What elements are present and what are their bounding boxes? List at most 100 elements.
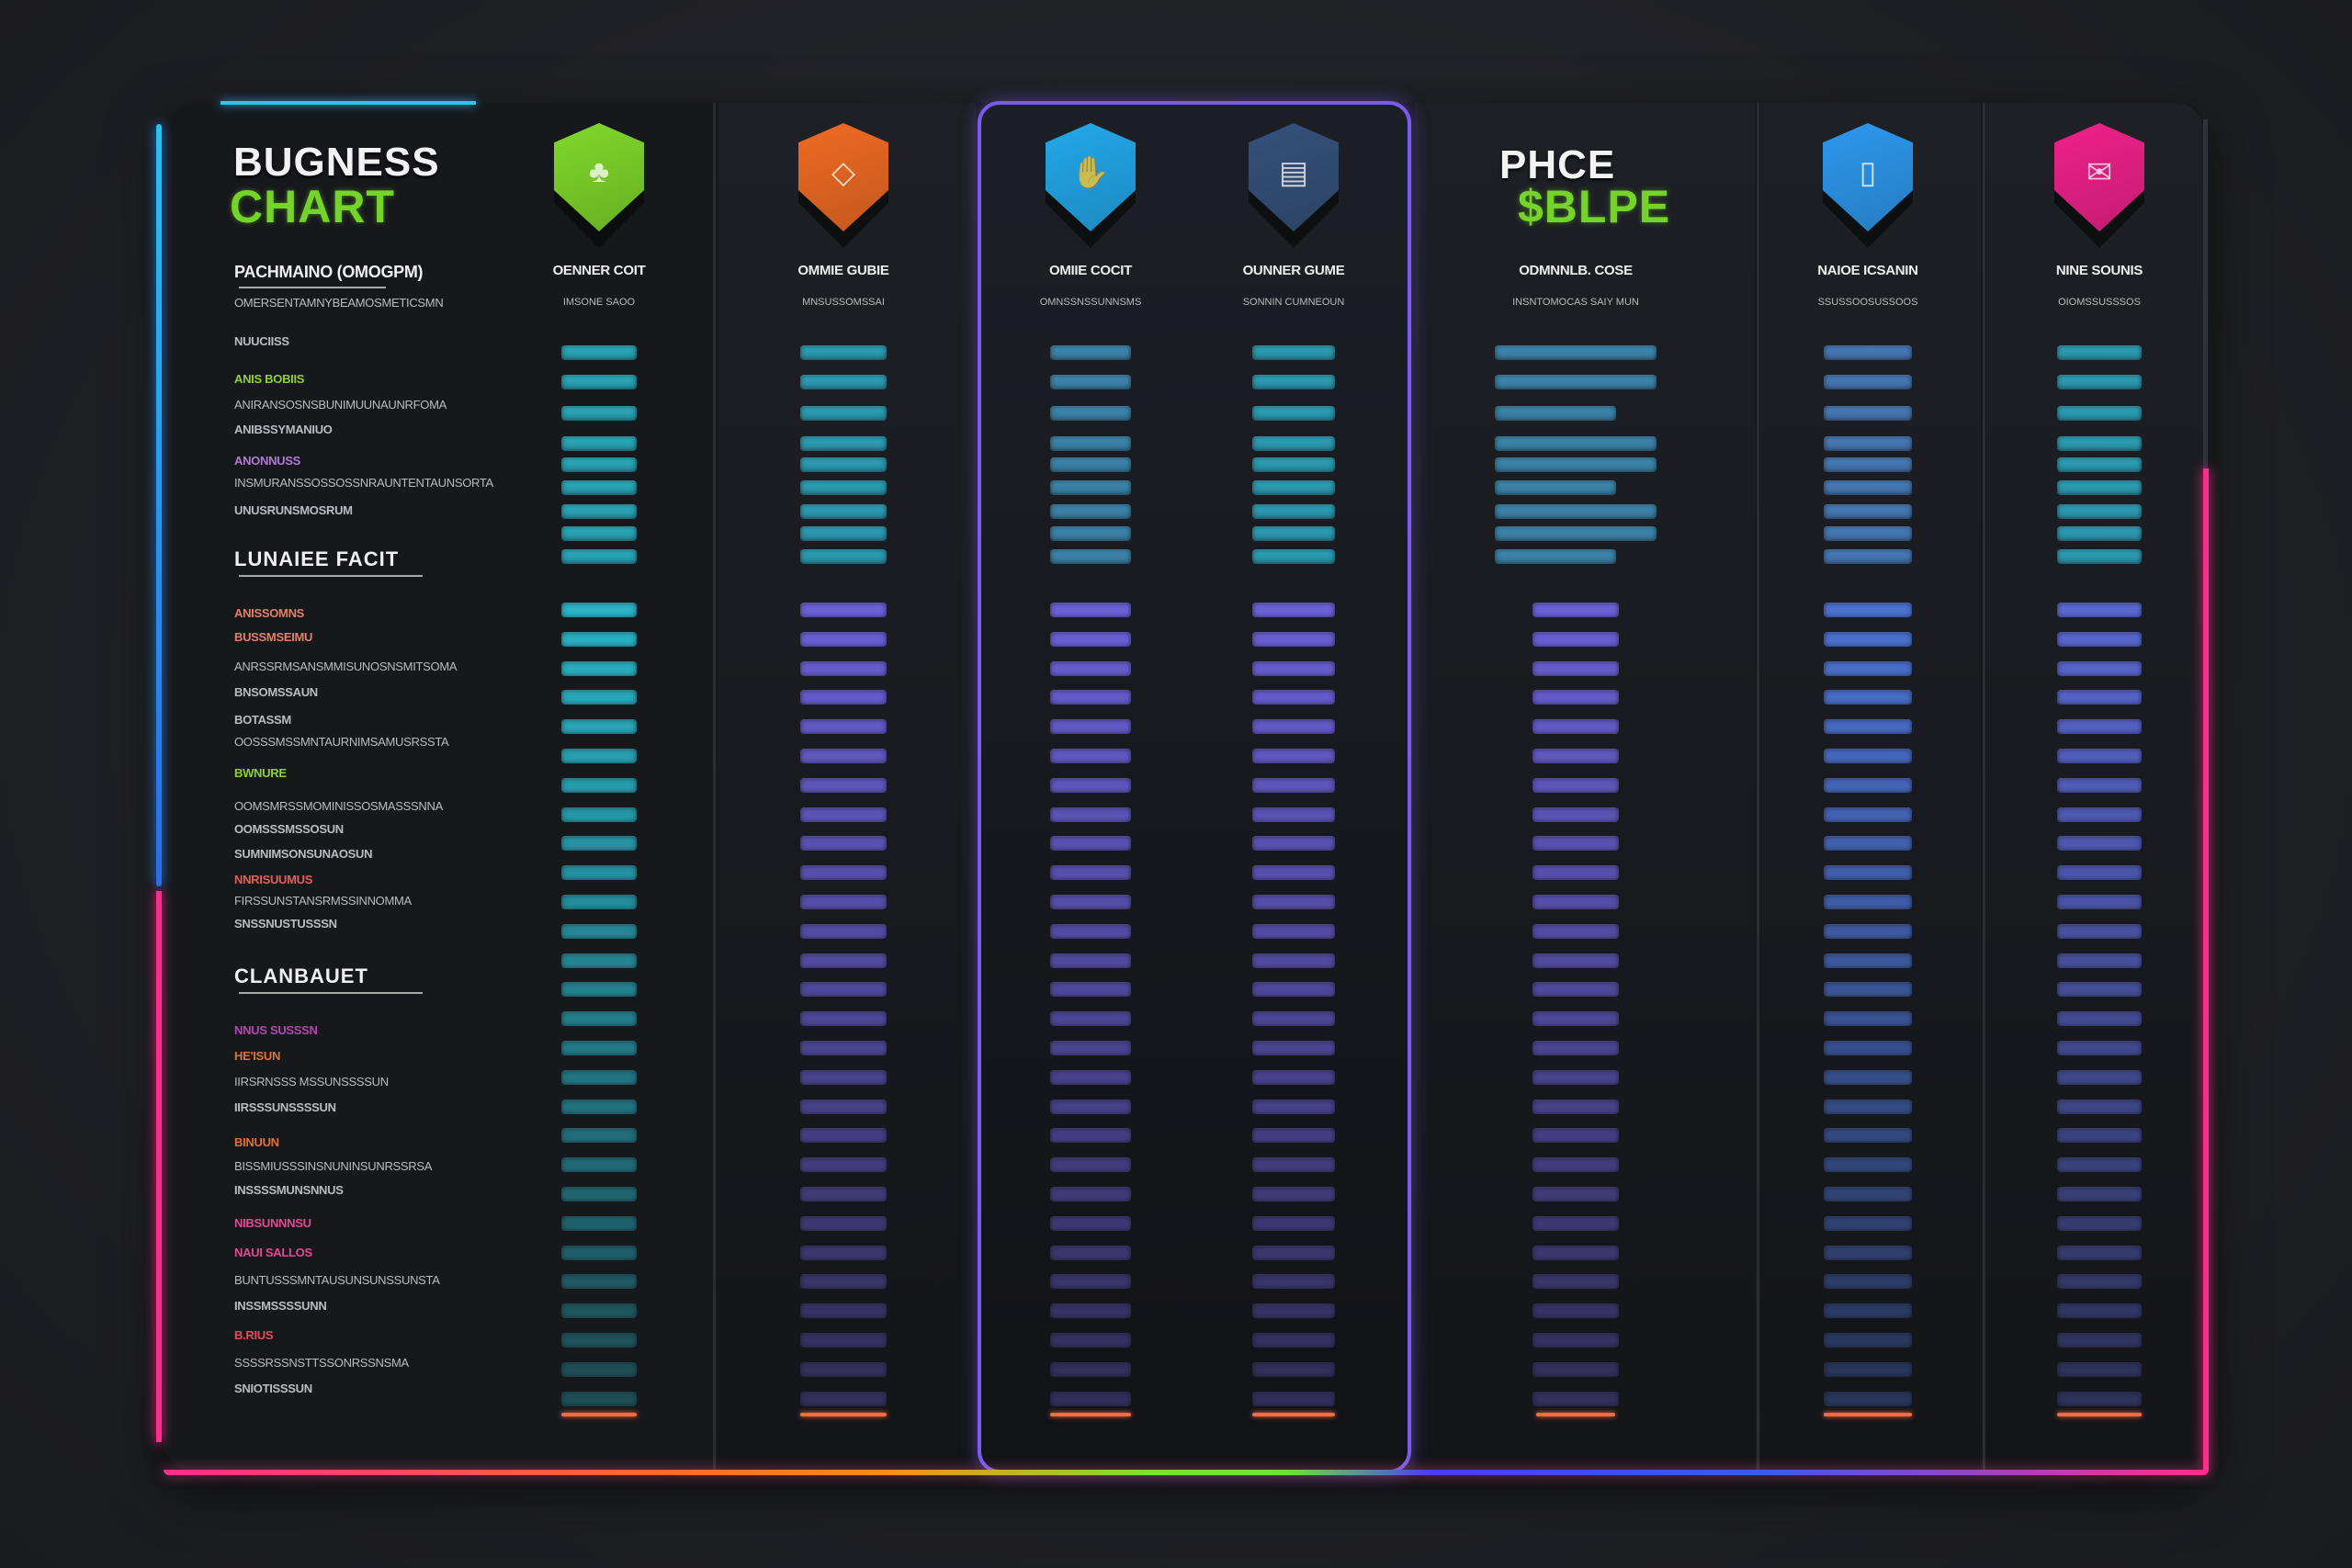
feature-value-bar <box>2057 406 2142 421</box>
feature-value-bar <box>800 719 887 734</box>
feature-value-bar <box>561 1333 637 1348</box>
cup-icon-glyph: ▯ <box>1859 155 1877 190</box>
feature-value-bar <box>2057 1128 2142 1143</box>
feature-value-bar <box>2057 1070 2142 1085</box>
feature-value-bar <box>1532 1274 1619 1289</box>
top-accent-line <box>220 101 476 105</box>
feature-value-bar <box>800 1187 887 1201</box>
feature-value-bar <box>1532 1333 1619 1348</box>
feature-value-bar <box>1252 807 1335 822</box>
feature-value-bar <box>1050 836 1131 851</box>
feature-value-bar <box>1824 749 1912 763</box>
feature-value-bar <box>1050 749 1131 763</box>
feature-value-bar <box>1824 895 1912 909</box>
feature-label: OOMSMRSSMOMINISSOSMASSSNNA <box>234 799 443 813</box>
feature-value-bar <box>1252 406 1335 421</box>
feature-value-bar <box>561 1392 637 1406</box>
feature-value-bar <box>2057 807 2142 822</box>
feature-label: FIRSSUNSTANSRMSSINNOMMA <box>234 894 412 908</box>
feature-value-bar <box>561 549 637 564</box>
feature-label: BNSOMSSAUN <box>234 685 318 699</box>
feature-value-bar <box>1050 1392 1131 1406</box>
feature-value-bar <box>1050 345 1131 360</box>
feature-value-bar <box>800 982 887 997</box>
feature-value-bar <box>1252 778 1335 793</box>
feature-value-bar <box>1824 480 1912 495</box>
plan-subtitle: INSNTOMOCAS SAIY MUN <box>1512 297 1639 308</box>
feature-value-bar <box>1050 661 1131 676</box>
feature-label: OMERSENTAMNYBEAMOSMETICSMN <box>234 296 444 310</box>
feature-value-bar <box>1050 807 1131 822</box>
feature-value-bar <box>1050 1011 1131 1026</box>
feature-value-bar <box>1824 457 1912 472</box>
plan-footer-accent <box>1824 1413 1912 1416</box>
plan-name: NINE SOUNIS <box>2055 263 2143 278</box>
feature-value-bar <box>2057 480 2142 495</box>
feature-value-bar <box>1495 406 1616 421</box>
feature-value-bar <box>2057 865 2142 880</box>
document-icon-glyph: ▤ <box>1278 155 1309 190</box>
feature-value-bar <box>1824 603 1912 617</box>
feature-value-bar <box>561 1303 637 1318</box>
feature-value-bar <box>800 1011 887 1026</box>
feature-value-bar <box>561 749 637 763</box>
feature-value-bar <box>561 719 637 734</box>
feature-value-bar <box>1532 1246 1619 1260</box>
column-divider <box>1983 103 1985 1472</box>
plan-footer-accent <box>561 1413 637 1416</box>
feature-value-bar <box>561 1128 637 1143</box>
feature-value-bar <box>800 504 887 519</box>
feature-value-bar <box>1050 436 1131 451</box>
feature-value-bar <box>1252 436 1335 451</box>
feature-value-bar <box>800 1070 887 1085</box>
feature-value-bar <box>561 953 637 968</box>
plan-name: OUNNER GUME <box>1242 263 1345 278</box>
feature-value-bar <box>800 1157 887 1172</box>
feature-label: IIRSSSUNSSSSUN <box>234 1100 336 1114</box>
feature-value-bar <box>1252 1246 1335 1260</box>
feature-value-bar <box>2057 345 2142 360</box>
feature-value-bar <box>1252 895 1335 909</box>
feature-value-bar <box>2057 526 2142 541</box>
feature-value-bar <box>1824 778 1912 793</box>
feature-value-bar <box>1050 526 1131 541</box>
section-heading: PACHMAINO (OMOGPM) <box>234 263 424 281</box>
feature-label: ANIRANSOSNSBUNIMUUNAUNRFOMA <box>234 398 447 412</box>
feature-value-bar <box>1252 1274 1335 1289</box>
feature-value-bar <box>561 836 637 851</box>
feature-label: INSSMSSSSUNN <box>234 1299 327 1313</box>
feature-value-bar <box>1252 1157 1335 1172</box>
section-heading: CLANBAUET <box>234 964 368 987</box>
feature-value-bar <box>2057 1187 2142 1201</box>
feature-label: BISSMIUSSSINSNUNINSUNRSSRSA <box>234 1159 433 1173</box>
feature-value-bar <box>1050 895 1131 909</box>
feature-value-bar <box>561 1274 637 1289</box>
feature-value-bar <box>2057 690 2142 705</box>
feature-value-bar <box>2057 749 2142 763</box>
feature-value-bar <box>1532 603 1619 617</box>
feature-value-bar <box>1252 1216 1335 1231</box>
feature-value-bar <box>1824 807 1912 822</box>
feature-value-bar <box>1824 1303 1912 1318</box>
feature-value-bar <box>1252 1187 1335 1201</box>
feature-label: OOSSSMSSMNTAURNIMSAMUSRSSTA <box>234 735 449 749</box>
feature-label: SNSSNUSTUSSSN <box>234 917 337 931</box>
feature-value-bar <box>1824 982 1912 997</box>
feature-label: INSSSSMUNSNNUS <box>234 1183 344 1197</box>
plan-subtitle: MNSUSSOMSSAI <box>802 297 885 308</box>
feature-label: ANIBSSYMANIUO <box>234 423 333 436</box>
feature-value-bar <box>561 1246 637 1260</box>
feature-value-bar <box>1824 865 1912 880</box>
column-divider <box>713 103 716 1472</box>
feature-label: BOTASSM <box>234 713 291 727</box>
feature-value-bar <box>2057 953 2142 968</box>
feature-value-bar <box>1252 1070 1335 1085</box>
feature-value-bar <box>2057 1274 2142 1289</box>
feature-value-bar <box>561 1100 637 1114</box>
feature-value-bar <box>1532 1041 1619 1055</box>
feature-value-bar <box>1050 1362 1131 1377</box>
feature-value-bar <box>800 895 887 909</box>
feature-value-bar <box>1050 953 1131 968</box>
feature-label: ANISSOMNS <box>234 606 305 620</box>
feature-value-bar <box>1050 1246 1131 1260</box>
